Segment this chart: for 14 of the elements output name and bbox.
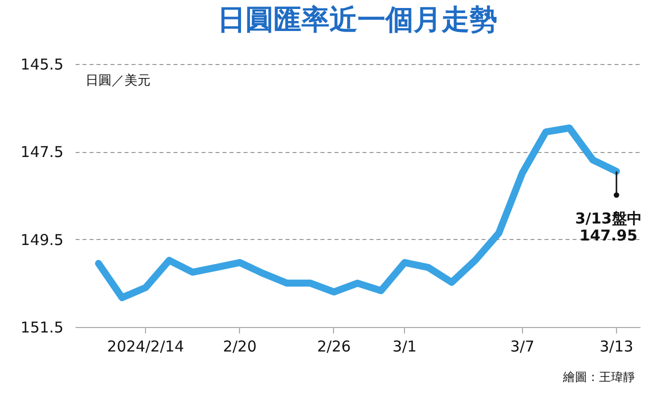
y-tick-label: 149.5	[20, 230, 64, 249]
x-tick-label: 3/13	[600, 338, 634, 356]
x-tick-label: 3/1	[392, 338, 417, 356]
x-tick-label: 2024/2/14	[107, 338, 184, 356]
y-tick-label: 145.5	[20, 56, 64, 74]
text: 繪圖：王瑋靜	[562, 370, 635, 384]
x-tick-label: 2/26	[317, 338, 351, 356]
y-tick-label: 151.5	[20, 318, 64, 336]
y-tick-label: 147.5	[20, 143, 64, 162]
x-tick-label: 3/7	[510, 338, 534, 356]
annotation: 3/13盤中 147.95	[575, 209, 642, 244]
y-axis-title: 日圓／美元	[86, 72, 150, 88]
chart-title: 日圓匯率近一個月走勢	[218, 3, 498, 36]
x-tick-label: 2/20	[222, 338, 257, 356]
